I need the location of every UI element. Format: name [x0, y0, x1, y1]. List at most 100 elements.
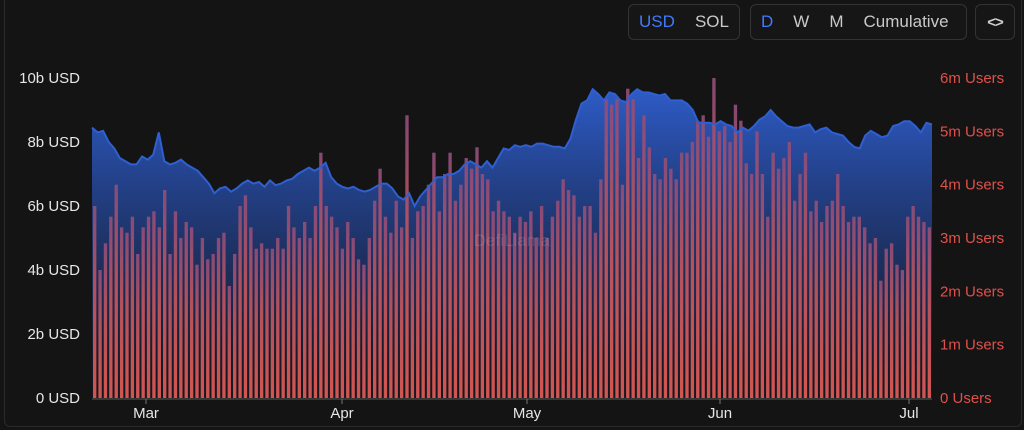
users-bar: [593, 232, 598, 398]
left-tick-label: 2b USD: [27, 326, 80, 343]
users-bar: [733, 104, 738, 398]
users-bar: [927, 227, 931, 398]
users-bar: [766, 216, 770, 398]
users-bar: [259, 243, 264, 398]
users-bar: [803, 152, 808, 398]
users-bar: [265, 248, 269, 398]
users-bar: [130, 216, 135, 398]
users-bar: [443, 174, 447, 398]
users-bar: [480, 174, 485, 398]
users-bar: [329, 216, 334, 398]
users-bar: [879, 280, 883, 398]
users-bar: [760, 174, 765, 398]
users-bar: [426, 184, 431, 398]
users-bar: [895, 264, 899, 398]
users-bar: [297, 238, 301, 398]
users-bar: [577, 216, 581, 398]
x-tick-label: Apr: [330, 405, 353, 422]
users-bar: [723, 126, 727, 398]
users-bar: [513, 232, 517, 398]
users-bar: [211, 254, 215, 398]
left-tick-label: 4b USD: [27, 262, 80, 279]
users-bar: [556, 200, 560, 398]
right-tick-label: 1m Users: [940, 337, 1004, 354]
users-bar: [830, 200, 835, 398]
users-bar: [696, 120, 700, 398]
users-bar: [545, 238, 549, 398]
interval-toggle: D W M Cumulative: [750, 4, 967, 40]
users-bar: [163, 190, 167, 398]
users-bar: [416, 211, 420, 398]
x-tick-label: May: [513, 405, 542, 422]
users-bar: [373, 200, 377, 398]
users-bar: [604, 99, 608, 399]
users-bar: [351, 238, 355, 398]
users-bar: [868, 243, 872, 398]
tvl-line-path: [91, 87, 933, 209]
users-bar: [857, 216, 861, 398]
daily-button[interactable]: D: [761, 12, 774, 31]
users-bar: [313, 206, 318, 398]
users-bar: [195, 264, 199, 398]
users-bar: [179, 238, 183, 398]
users-bar: [421, 206, 425, 398]
left-tick-label: 6b USD: [27, 198, 80, 215]
users-bar: [98, 270, 102, 398]
users-bar: [157, 227, 161, 398]
users-bar: [136, 254, 140, 398]
users-bar: [502, 211, 506, 398]
users-bar: [776, 168, 781, 398]
users-bar: [394, 200, 398, 398]
users-bar: [836, 174, 840, 398]
users-bar: [523, 222, 528, 398]
users-bar: [599, 179, 603, 398]
users-bar: [674, 179, 678, 398]
embed-button[interactable]: <>: [975, 4, 1015, 40]
users-bar: [292, 227, 296, 398]
users-bar: [916, 216, 921, 398]
users-bar: [356, 259, 361, 398]
users-bar: [863, 227, 867, 398]
right-tick-label: 0 Users: [940, 390, 992, 407]
users-bar: [281, 248, 285, 398]
users-bar: [93, 206, 97, 398]
users-bar: [561, 179, 565, 398]
users-bar: [459, 184, 463, 398]
users-bar: [793, 200, 797, 398]
users-bar: [685, 152, 689, 398]
cumulative-button[interactable]: Cumulative: [863, 12, 949, 31]
users-bar: [200, 238, 205, 398]
users-bar: [168, 254, 172, 398]
tvl-area: [92, 89, 932, 398]
users-bar: [362, 264, 366, 398]
users-bar: [119, 227, 124, 398]
users-bar: [852, 216, 856, 398]
users-bars: [93, 78, 931, 399]
users-bar: [405, 115, 409, 399]
users-bar: [475, 147, 479, 398]
users-bar: [900, 270, 905, 398]
users-bar: [717, 131, 721, 399]
sol-button[interactable]: SOL: [694, 12, 729, 31]
users-bar: [518, 216, 522, 398]
users-bar: [615, 99, 619, 399]
usd-button[interactable]: USD: [639, 12, 675, 31]
users-bar: [486, 179, 490, 398]
users-bar: [701, 115, 705, 399]
weekly-button[interactable]: W: [793, 12, 810, 31]
users-bar: [744, 163, 748, 398]
users-bar: [437, 211, 441, 398]
users-bar: [922, 222, 926, 398]
users-bar: [739, 120, 743, 398]
currency-toggle: USD SOL: [628, 4, 740, 40]
monthly-button[interactable]: M: [829, 12, 844, 31]
users-bar: [653, 174, 657, 398]
users-bar: [798, 174, 802, 398]
users-bar: [399, 227, 404, 398]
users-bar: [636, 158, 641, 398]
right-tick-label: 3m Users: [940, 230, 1004, 247]
x-tick-label: Jun: [708, 405, 732, 422]
users-bar: [712, 78, 716, 398]
users-bar: [539, 206, 544, 398]
